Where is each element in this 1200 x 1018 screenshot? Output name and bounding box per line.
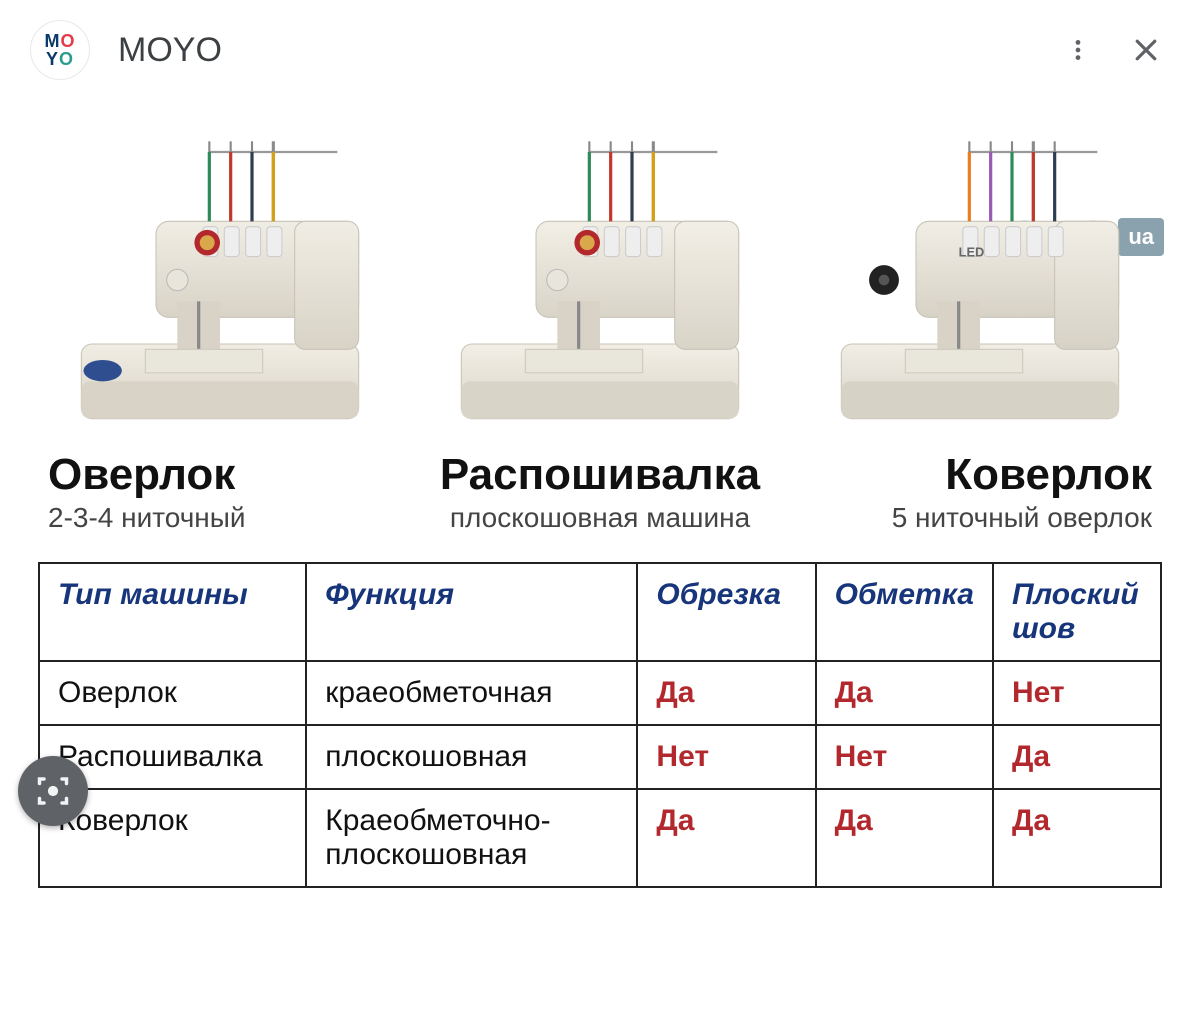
close-icon bbox=[1131, 35, 1161, 65]
table-cell: краеобметочная bbox=[306, 661, 637, 725]
table-header: Функция bbox=[306, 563, 637, 661]
comparison-table: Тип машиныФункцияОбрезкаОбметкаПлоский ш… bbox=[38, 562, 1162, 888]
table-cell: Да bbox=[993, 725, 1161, 789]
logo-letter: O bbox=[60, 31, 75, 51]
table-row: КоверлокКраеобметочно-плоскошовнаяДаДаДа bbox=[39, 789, 1161, 887]
lens-icon bbox=[35, 773, 71, 809]
lens-fab-button[interactable] bbox=[18, 756, 88, 826]
product-title: Распошивалка bbox=[440, 450, 760, 500]
product-subtitle: плоскошовная машина bbox=[450, 502, 750, 534]
table-row: ОверлоккраеобметочнаяДаДаНет bbox=[39, 661, 1161, 725]
product-image bbox=[40, 120, 400, 440]
logo-letter: Y bbox=[46, 49, 59, 69]
table-cell: Да bbox=[816, 661, 993, 725]
table-cell: Оверлок bbox=[39, 661, 306, 725]
product-title: Коверлок bbox=[945, 450, 1160, 500]
machine-illustration bbox=[420, 120, 780, 440]
table-cell: Нет bbox=[816, 725, 993, 789]
table-cell: Да bbox=[637, 789, 815, 887]
brand-logo[interactable]: MO YO bbox=[30, 20, 90, 80]
table-cell: Да bbox=[816, 789, 993, 887]
product-card: LED Коверлок 5 ниточный оверлок bbox=[800, 120, 1160, 534]
product-card: Оверлок 2-3-4 ниточный bbox=[40, 120, 400, 534]
page-title: MOYO bbox=[118, 31, 222, 70]
svg-text:LED: LED bbox=[959, 245, 985, 260]
content: MOYO ua Оверлок 2-3-4 ниточный bbox=[0, 100, 1200, 888]
logo-letter: M bbox=[44, 31, 60, 51]
table-header: Обметка bbox=[816, 563, 993, 661]
table-cell: Нет bbox=[993, 661, 1161, 725]
table-cell: плоскошовная bbox=[306, 725, 637, 789]
table-cell: Да bbox=[993, 789, 1161, 887]
close-button[interactable] bbox=[1122, 26, 1170, 74]
table-header: Обрезка bbox=[637, 563, 815, 661]
product-card: Распошивалка плоскошовная машина bbox=[420, 120, 780, 534]
table-cell: Нет bbox=[637, 725, 815, 789]
product-subtitle: 5 ниточный оверлок bbox=[892, 502, 1160, 534]
product-image: LED bbox=[800, 120, 1160, 440]
more-vert-icon bbox=[1065, 37, 1091, 63]
table-cell: Да bbox=[637, 661, 815, 725]
product-title: Оверлок bbox=[40, 450, 235, 500]
header: MO YO MOYO bbox=[0, 0, 1200, 100]
product-image bbox=[420, 120, 780, 440]
more-options-button[interactable] bbox=[1054, 26, 1102, 74]
table-header: Тип машины bbox=[39, 563, 306, 661]
table-header: Плоский шов bbox=[993, 563, 1161, 661]
table-row: РаспошивалкаплоскошовнаяНетНетДа bbox=[39, 725, 1161, 789]
machine-illustration: LED bbox=[800, 120, 1160, 440]
product-subtitle: 2-3-4 ниточный bbox=[40, 502, 246, 534]
table-cell: Краеобметочно-плоскошовная bbox=[306, 789, 637, 887]
machine-illustration bbox=[40, 120, 400, 440]
products-row: Оверлок 2-3-4 ниточный Распошивалка плос… bbox=[20, 100, 1180, 544]
logo-letter: O bbox=[59, 49, 74, 69]
